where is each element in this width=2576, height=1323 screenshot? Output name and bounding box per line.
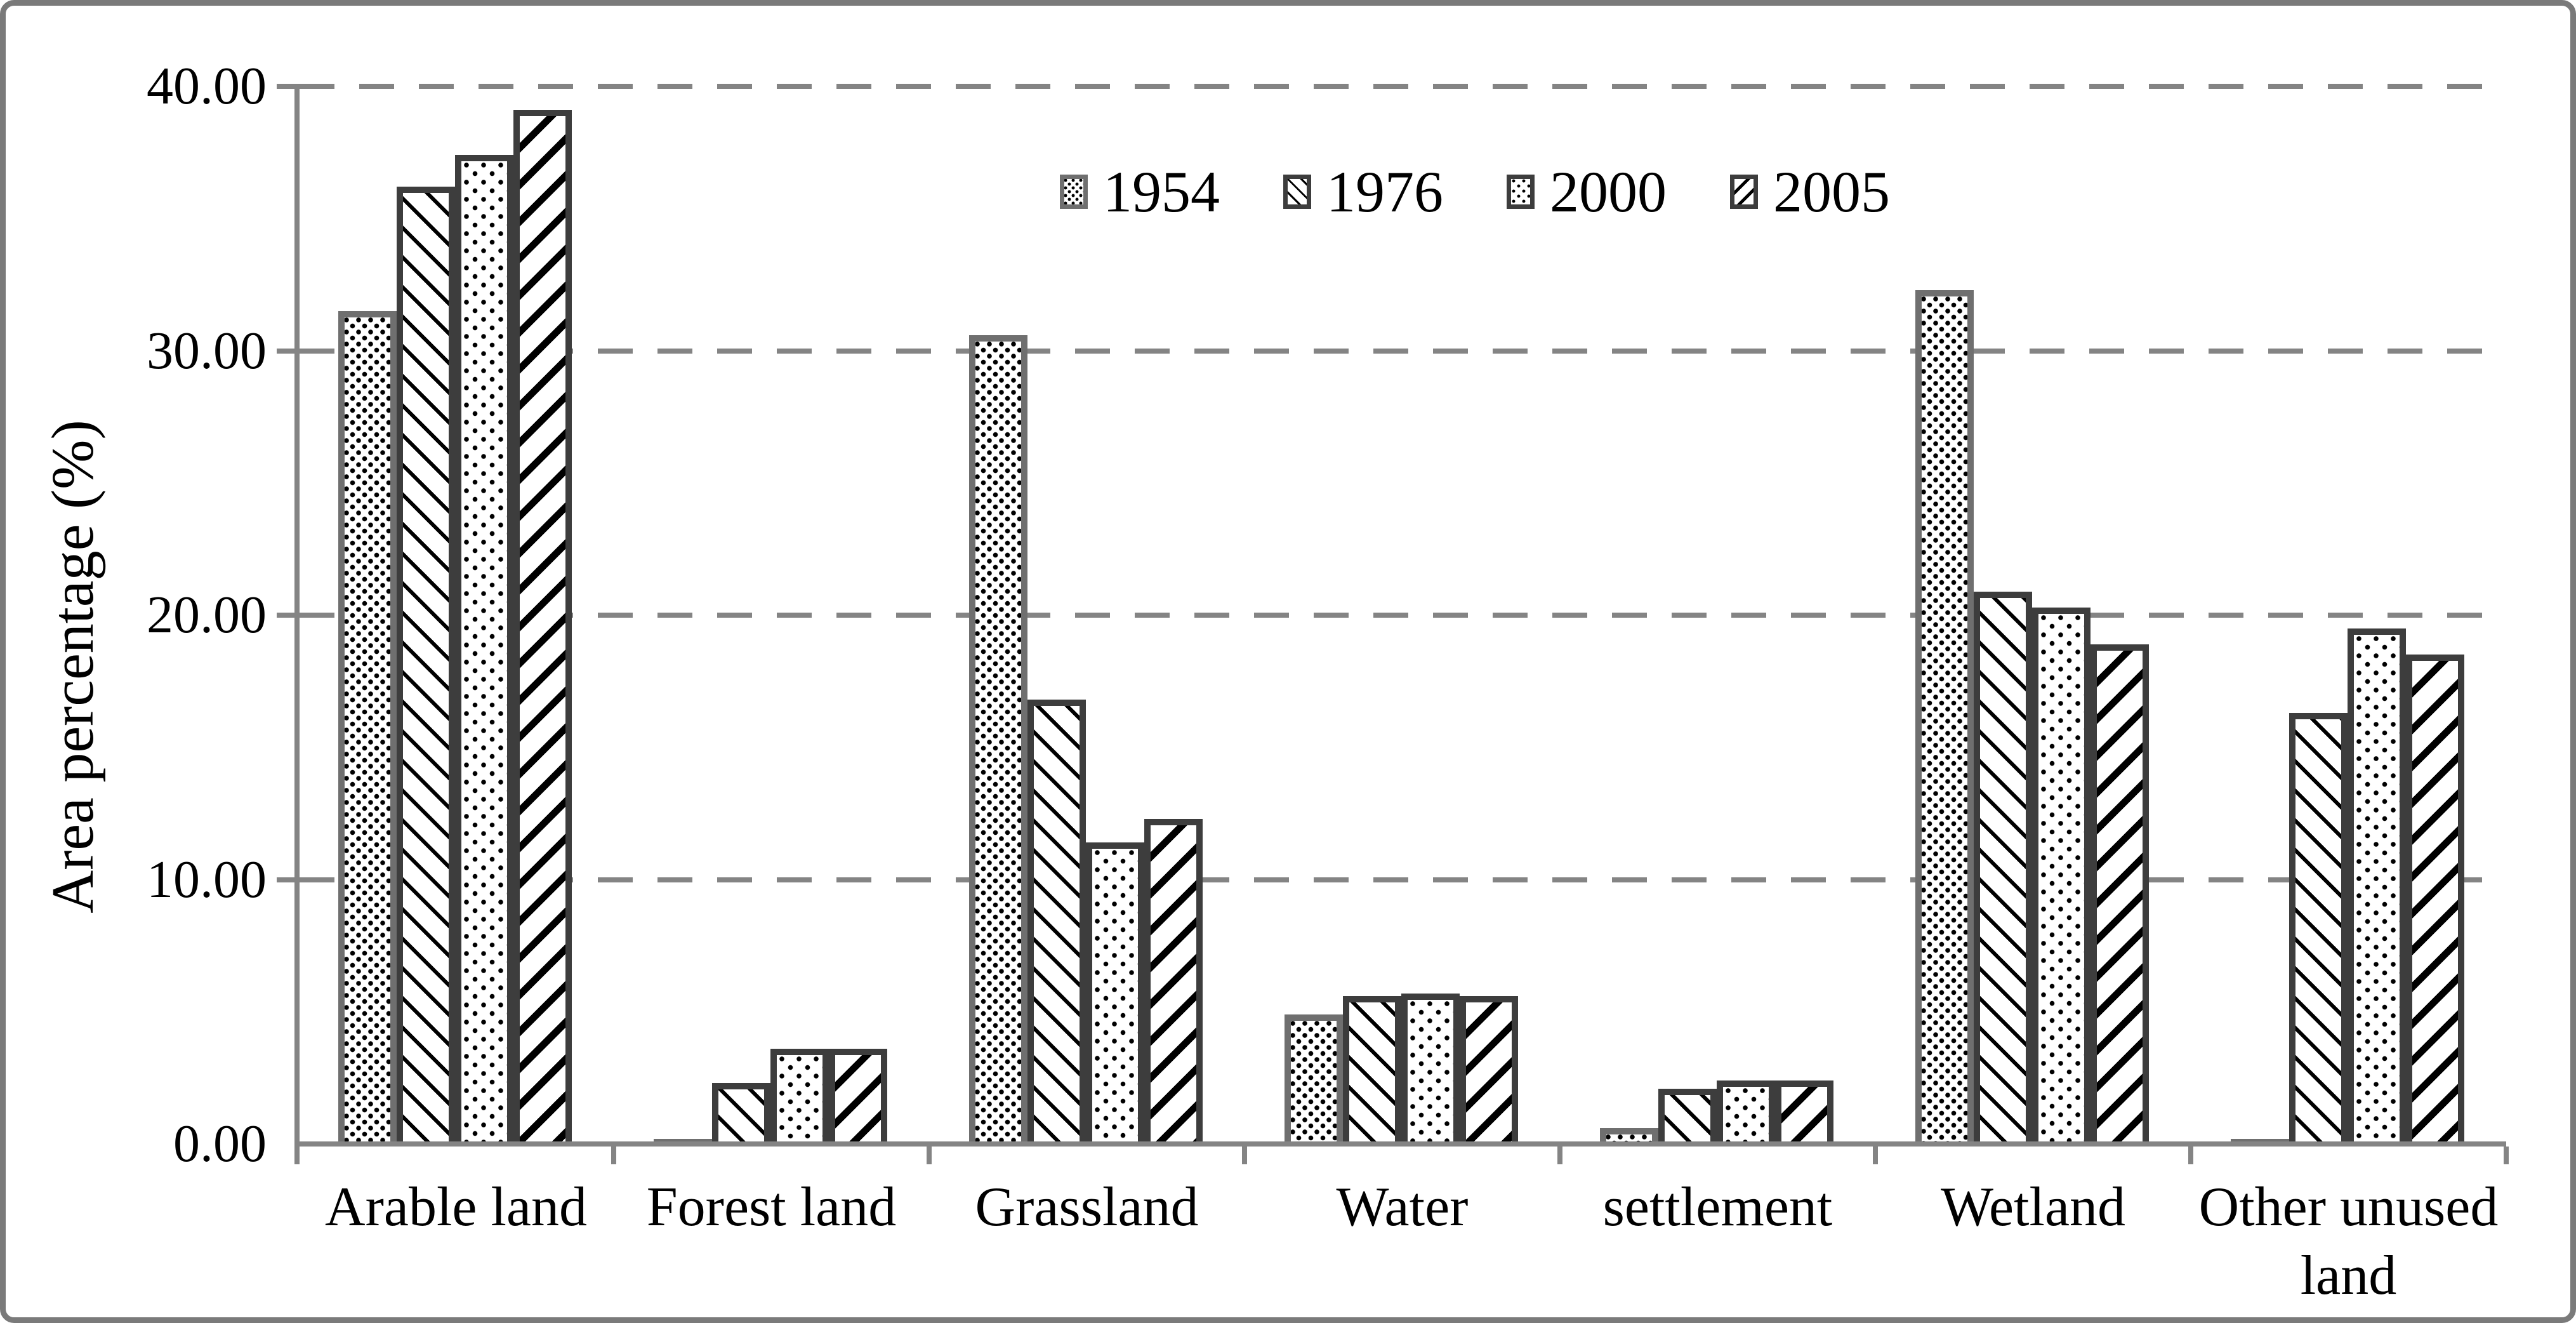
bar-2000-other-unused-land: [2348, 628, 2406, 1144]
bar-1954-wetland: [1915, 290, 1974, 1144]
legend-marker-2005: [1730, 175, 1758, 209]
x-axis-label-water: Water: [1336, 1176, 1469, 1238]
legend: 1954 1976 2000 2005: [1060, 160, 1890, 223]
bar-1976-other-unused-land: [2289, 713, 2348, 1144]
legend-label-2000: 2000: [1550, 159, 1667, 224]
bar-2005-water: [1460, 996, 1518, 1144]
legend-label-2005: 2005: [1773, 159, 1890, 224]
y-tick-label-10: 10.00: [147, 849, 267, 909]
x-axis-boundary-tick-4: [1557, 1147, 1562, 1164]
bar-1976-settlement: [1658, 1089, 1717, 1144]
bar-2000-wetland: [2032, 608, 2091, 1144]
y-axis-title: Area percentage (%): [40, 420, 106, 914]
x-axis-boundary-tick-7: [2504, 1147, 2509, 1164]
bar-1954-arable-land: [338, 311, 397, 1144]
y-tick-30: [277, 348, 296, 354]
bar-2005-arable-land: [513, 110, 572, 1144]
bar-1954-water: [1285, 1014, 1343, 1144]
bar-1954-grassland: [969, 335, 1027, 1144]
x-axis-boundary-tick-6: [2188, 1147, 2193, 1164]
bar-2005-settlement: [1775, 1080, 1833, 1144]
y-axis-line: [294, 84, 300, 1164]
bar-2005-other-unused-land: [2406, 655, 2464, 1144]
legend-label-1976: 1976: [1326, 159, 1443, 224]
x-axis-label-arable-land: Arable land: [325, 1176, 587, 1238]
y-tick-label-40: 40.00: [147, 57, 267, 116]
legend-marker-1954: [1060, 175, 1088, 209]
bar-2000-grassland: [1086, 842, 1144, 1144]
x-axis-label-wetland: Wetland: [1940, 1176, 2126, 1238]
y-tick-20: [277, 613, 296, 618]
x-axis-label-other-unused-land: Other unused land: [2198, 1176, 2499, 1306]
bar-2005-forest-land: [829, 1049, 887, 1144]
x-axis-boundary-tick-2: [927, 1147, 932, 1164]
gridline-30: [300, 348, 2506, 354]
x-axis-boundary-tick-1: [611, 1147, 616, 1164]
gridline-20: [300, 613, 2506, 618]
bar-2005-wetland: [2091, 644, 2149, 1144]
gridline-40: [300, 84, 2506, 89]
x-axis-boundary-tick-3: [1242, 1147, 1247, 1164]
legend-label-1954: 1954: [1103, 159, 1220, 224]
legend-item-2000: 2000: [1507, 160, 1667, 223]
bar-1976-grassland: [1027, 700, 1086, 1144]
y-tick-label-20: 20.00: [147, 585, 267, 644]
bar-2000-water: [1401, 994, 1460, 1144]
x-axis-label-grassland: Grassland: [975, 1176, 1199, 1238]
x-axis-label-settlement: settlement: [1602, 1176, 1833, 1238]
gridline-10: [300, 877, 2506, 882]
legend-marker-2000: [1507, 175, 1535, 209]
legend-item-1976: 1976: [1283, 160, 1443, 223]
bar-2000-forest-land: [770, 1049, 829, 1144]
bar-2000-settlement: [1717, 1080, 1775, 1144]
bar-2000-arable-land: [455, 155, 513, 1144]
y-tick-10: [277, 877, 296, 882]
y-tick-40: [277, 84, 296, 89]
bar-1976-water: [1343, 996, 1401, 1144]
bar-1976-forest-land: [712, 1083, 770, 1144]
y-tick-label-30: 30.00: [147, 321, 267, 380]
y-tick-label-0: 0.00: [173, 1114, 267, 1173]
x-axis-label-forest-land: Forest land: [646, 1176, 897, 1238]
bar-1976-arable-land: [397, 187, 455, 1144]
legend-marker-1976: [1283, 175, 1311, 209]
x-axis-boundary-tick-5: [1873, 1147, 1878, 1164]
bar-2005-grassland: [1144, 819, 1203, 1144]
bar-1976-wetland: [1974, 592, 2032, 1144]
x-axis-line: [294, 1141, 2506, 1147]
legend-item-2005: 2005: [1730, 160, 1890, 223]
legend-item-1954: 1954: [1060, 160, 1220, 223]
